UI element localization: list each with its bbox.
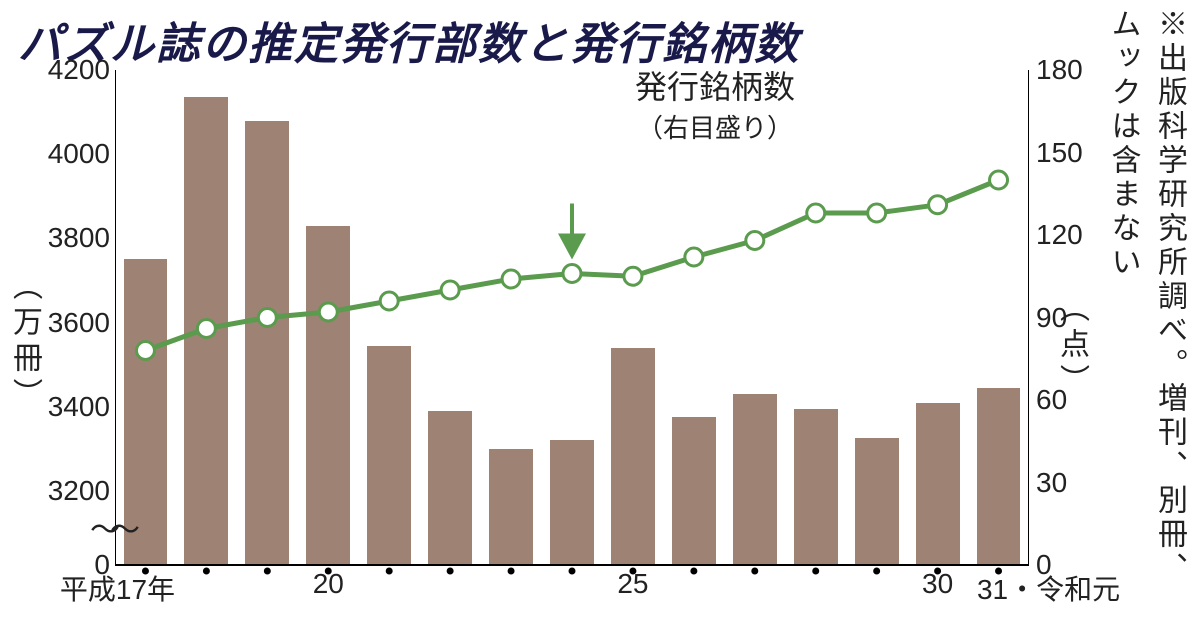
ytick-left: 4200	[30, 54, 110, 86]
ytick-right: 150	[1036, 137, 1091, 169]
chart-svg	[115, 70, 1029, 579]
plot-region: 発行銘柄数 （右目盛り） 推定発行部数（左目盛り）	[115, 70, 1029, 565]
ytick-left: 3400	[30, 391, 110, 423]
ytick-left: 3600	[30, 307, 110, 339]
xtick: 25	[617, 568, 648, 600]
xtick: 20	[313, 568, 344, 600]
ytick-right: 90	[1036, 302, 1091, 334]
ytick-right: 60	[1036, 384, 1091, 416]
source-note: ※出版科学研究所調べ。増刊、別冊、ムックは含まない	[1097, 8, 1192, 618]
axis-break-icon: 〜〜	[90, 505, 130, 549]
ytick-right: 180	[1036, 54, 1091, 86]
ytick-left: 3800	[30, 222, 110, 254]
ytick-right: 120	[1036, 219, 1091, 251]
xtick: 31・令和元	[977, 568, 1120, 608]
ytick-right: 30	[1036, 467, 1091, 499]
ytick-left: 4000	[30, 138, 110, 170]
ytick-left: 3200	[30, 475, 110, 507]
xtick: 平成17年	[60, 568, 175, 608]
xtick: 30	[922, 568, 953, 600]
chart-area: （万冊） （点） 発行銘柄数 （右目盛り） 推定発行部数（左目盛り） 〜〜 03…	[0, 70, 1095, 627]
